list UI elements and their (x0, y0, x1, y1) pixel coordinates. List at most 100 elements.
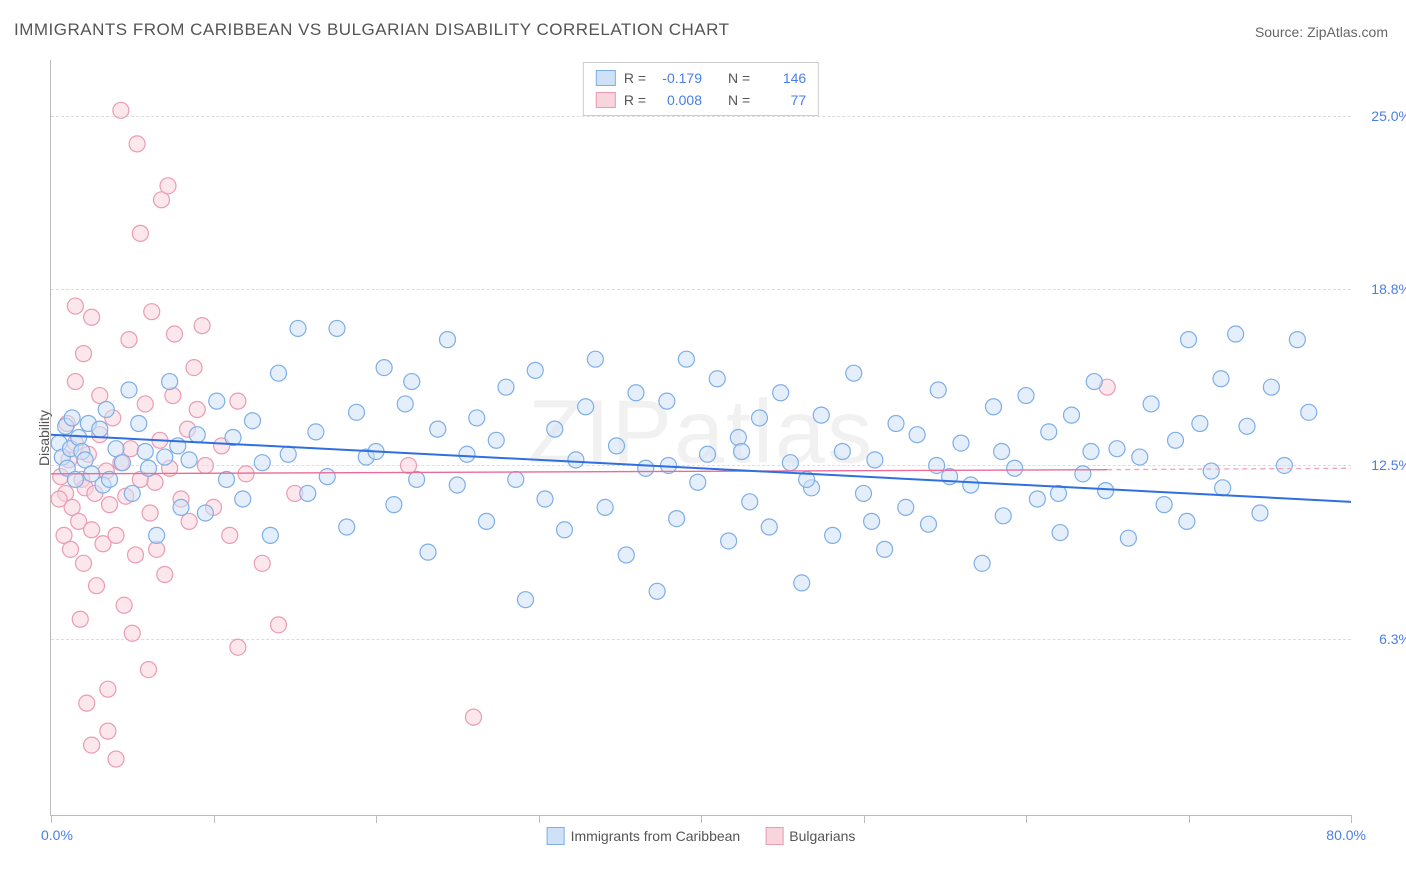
scatter-point (76, 346, 92, 362)
scatter-point (271, 617, 287, 633)
scatter-point (173, 499, 189, 515)
scatter-point (1120, 530, 1136, 546)
scatter-point (730, 430, 746, 446)
scatter-point (1041, 424, 1057, 440)
scatter-point (308, 424, 324, 440)
scatter-point (113, 102, 129, 118)
x-tick (701, 815, 702, 823)
legend-swatch-blue-icon (547, 827, 565, 845)
scatter-point (700, 446, 716, 462)
y-axis-label: Disability (36, 409, 52, 465)
source-name: ZipAtlas.com (1307, 24, 1388, 40)
scatter-point (401, 457, 417, 473)
scatter-point (209, 393, 225, 409)
scatter-point (834, 443, 850, 459)
scatter-point (165, 388, 181, 404)
y-tick-label: 12.5% (1371, 457, 1406, 473)
y-tick-label: 25.0% (1371, 108, 1406, 124)
scatter-point (181, 452, 197, 468)
scatter-point (271, 365, 287, 381)
y-tick-label: 18.8% (1371, 281, 1406, 297)
x-tick (1351, 815, 1352, 823)
scatter-point (877, 541, 893, 557)
scatter-point (100, 681, 116, 697)
scatter-point (142, 505, 158, 521)
swatch-blue-icon (596, 70, 616, 86)
scatter-point (825, 527, 841, 543)
scatter-point (1156, 497, 1172, 513)
scatter-point (856, 485, 872, 501)
scatter-point (864, 513, 880, 529)
scatter-point (98, 402, 114, 418)
scatter-point (76, 555, 92, 571)
scatter-point (149, 527, 165, 543)
scatter-point (449, 477, 465, 493)
scatter-point (280, 446, 296, 462)
scatter-point (230, 639, 246, 655)
scatter-point (721, 533, 737, 549)
scatter-point (339, 519, 355, 535)
scatter-svg (51, 60, 1351, 815)
scatter-point (430, 421, 446, 437)
scatter-point (659, 393, 675, 409)
scatter-point (141, 662, 157, 678)
scatter-point (186, 360, 202, 376)
scatter-point (254, 455, 270, 471)
scatter-point (386, 497, 402, 513)
scatter-point (124, 485, 140, 501)
scatter-point (1064, 407, 1080, 423)
scatter-point (1263, 379, 1279, 395)
scatter-point (459, 446, 475, 462)
scatter-point (72, 611, 88, 627)
legend-item-pink: Bulgarians (765, 827, 855, 845)
scatter-point (189, 402, 205, 418)
legend-item-blue: Immigrants from Caribbean (547, 827, 741, 845)
scatter-point (846, 365, 862, 381)
scatter-point (160, 178, 176, 194)
scatter-point (319, 469, 335, 485)
scatter-point (124, 625, 140, 641)
scatter-point (898, 499, 914, 515)
scatter-point (189, 427, 205, 443)
stat-legend: R = -0.179 N = 146 R = 0.008 N = 77 (583, 62, 819, 116)
scatter-point (79, 695, 95, 711)
x-tick (376, 815, 377, 823)
scatter-point (761, 519, 777, 535)
n-label-blue: N = (728, 67, 750, 89)
scatter-point (994, 443, 1010, 459)
y-tick-label: 6.3% (1379, 631, 1406, 647)
scatter-point (194, 318, 210, 334)
trend-line (1107, 468, 1351, 469)
scatter-point (547, 421, 563, 437)
scatter-point (262, 527, 278, 543)
scatter-point (690, 474, 706, 490)
scatter-point (527, 362, 543, 378)
scatter-point (1215, 480, 1231, 496)
scatter-point (108, 527, 124, 543)
scatter-point (238, 466, 254, 482)
scatter-point (409, 471, 425, 487)
scatter-point (1276, 457, 1292, 473)
scatter-point (649, 583, 665, 599)
scatter-point (254, 555, 270, 571)
scatter-point (1132, 449, 1148, 465)
scatter-point (953, 435, 969, 451)
scatter-point (709, 371, 725, 387)
bottom-legend: Immigrants from Caribbean Bulgarians (547, 827, 856, 845)
scatter-point (609, 438, 625, 454)
scatter-point (116, 597, 132, 613)
r-value-blue: -0.179 (654, 67, 702, 89)
scatter-point (1213, 371, 1229, 387)
scatter-point (137, 443, 153, 459)
scatter-point (51, 491, 67, 507)
swatch-pink-icon (596, 92, 616, 108)
scatter-point (349, 404, 365, 420)
scatter-point (67, 374, 83, 390)
scatter-point (794, 575, 810, 591)
scatter-point (123, 441, 139, 457)
scatter-point (1109, 441, 1125, 457)
scatter-point (1052, 525, 1068, 541)
scatter-point (181, 513, 197, 529)
scatter-point (329, 320, 345, 336)
scatter-point (587, 351, 603, 367)
